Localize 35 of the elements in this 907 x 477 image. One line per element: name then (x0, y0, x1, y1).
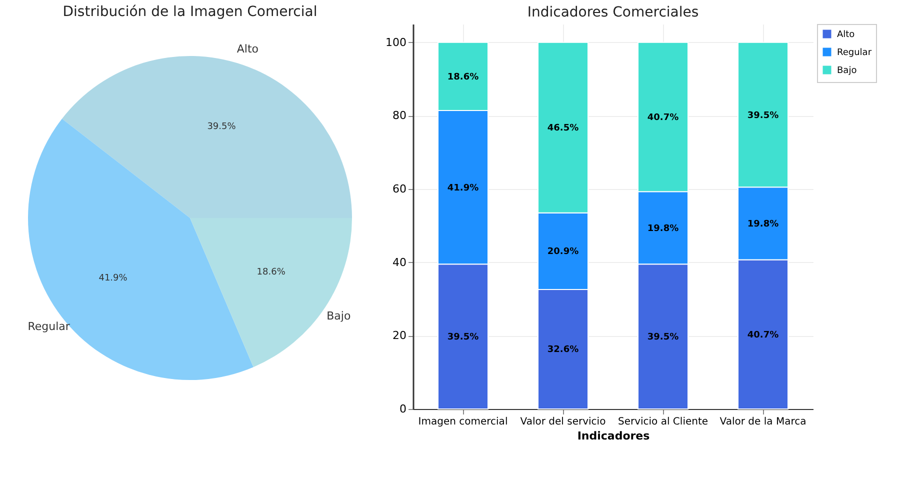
y-tick-label: 60 (392, 182, 406, 196)
data-label: 39.5% (447, 332, 479, 343)
data-label: 40.7% (747, 330, 779, 340)
y-tick-label: 100 (386, 36, 406, 49)
chart-title: Distribución de la Imagen Comercial (62, 4, 318, 20)
data-label: 18.6% (447, 72, 479, 82)
data-label: 46.5% (547, 124, 579, 134)
data-label: 41.9% (98, 273, 128, 284)
legend-label: Alto (837, 30, 856, 40)
legend-label: Regular (837, 48, 872, 58)
x-tick-label: Valor de la Marca (720, 416, 806, 428)
chart-title: Indicadores Comerciales (527, 4, 699, 20)
data-label: 39.5% (647, 332, 679, 343)
data-label: 39.5% (207, 122, 236, 132)
legend-label: Bajo (837, 66, 858, 76)
data-label: 20.9% (547, 247, 579, 258)
x-tick-label: Valor del servicio (520, 416, 606, 428)
slice-label: Alto (236, 42, 259, 56)
x-tick-label: Servicio al Cliente (618, 416, 708, 428)
data-label: 40.7% (647, 112, 679, 123)
slice-label: Regular (28, 320, 70, 333)
data-label: 18.6% (256, 268, 286, 278)
y-tick-label: 80 (392, 109, 406, 122)
pie-slice (28, 118, 254, 380)
y-tick-label: 0 (400, 402, 406, 416)
x-axis-title: Indicadores (577, 430, 650, 442)
data-label: 32.6% (547, 345, 579, 356)
data-label: 19.8% (747, 219, 779, 230)
data-label: 41.9% (447, 183, 479, 194)
x-tick-label: Imagen comercial (418, 416, 508, 428)
y-tick-label: 20 (392, 329, 406, 342)
y-tick-label: 40 (392, 256, 406, 269)
slice-label: Bajo (326, 309, 351, 322)
data-label: 19.8% (647, 224, 679, 234)
data-label: 39.5% (747, 110, 779, 121)
